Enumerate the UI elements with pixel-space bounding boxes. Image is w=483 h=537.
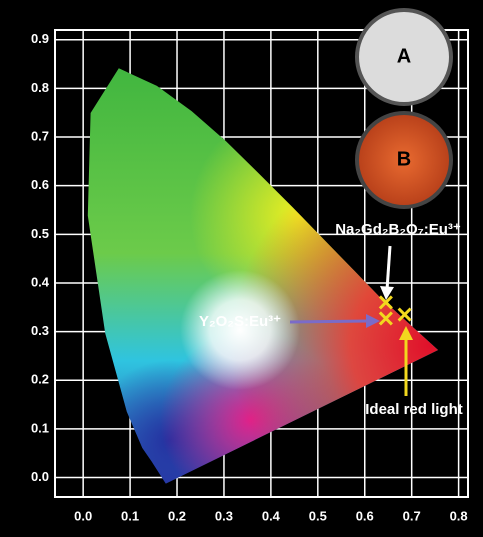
points [378,295,412,326]
x-tick-label: 0.3 [215,508,233,523]
point [397,307,412,322]
x-tick-label: 0.8 [450,508,468,523]
x-tick-label: 0.6 [356,508,374,523]
point [378,295,393,310]
inset-a [355,8,453,106]
inset-label: A [397,45,411,67]
x-tick-label: 0.2 [168,508,186,523]
y-tick-label: 0.8 [31,80,49,95]
y-tick-label: 0.2 [31,372,49,387]
annotation: Na₂Gd₂B₂O₇:Eu³⁺ [335,221,461,238]
y-tick-label: 0.7 [31,128,49,143]
y-tick-label: 0.0 [31,469,49,484]
x-tick-label: 0.0 [74,508,92,523]
y-tick-label: 0.4 [31,274,50,289]
inset-b [355,111,453,209]
x-tick-label: 0.7 [403,508,421,523]
y-tick-label: 0.5 [31,226,49,241]
y-tick-label: 0.3 [31,323,49,338]
x-tick-label: 0.4 [262,508,281,523]
annotation: Ideal red light [365,401,463,418]
inset-label: B [397,148,411,170]
x-tick-label: 0.1 [121,508,139,523]
x-tick-label: 0.5 [309,508,327,523]
annotation: Y₂O₂S:Eu³⁺ [199,313,281,330]
y-tick-label: 0.9 [31,31,49,46]
point [378,311,393,326]
y-tick-label: 0.6 [31,177,49,192]
arrows [289,245,413,396]
y-tick-label: 0.1 [31,420,49,435]
